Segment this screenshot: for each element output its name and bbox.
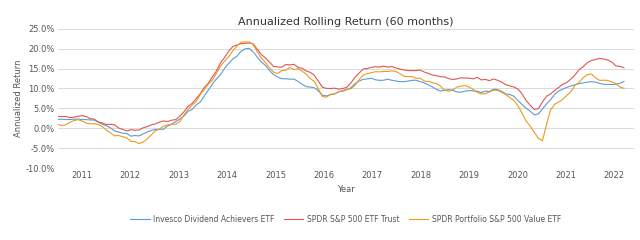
SPDR S&P 500 ETF Trust bbox=[86, 117, 94, 120]
Legend: Invesco Dividend Achievers ETF, SPDR S&P 500 ETF Trust, SPDR Portfolio S&P 500 V: Invesco Dividend Achievers ETF, SPDR S&P… bbox=[127, 212, 564, 227]
Y-axis label: Annualized Return: Annualized Return bbox=[13, 60, 22, 137]
SPDR Portfolio S&P 500 Value ETF bbox=[298, 70, 306, 72]
SPDR Portfolio S&P 500 Value ETF bbox=[111, 134, 118, 137]
SPDR Portfolio S&P 500 Value ETF bbox=[54, 123, 61, 126]
Line: Invesco Dividend Achievers ETF: Invesco Dividend Achievers ETF bbox=[58, 48, 624, 136]
Line: SPDR S&P 500 ETF Trust: SPDR S&P 500 ETF Trust bbox=[58, 43, 624, 131]
X-axis label: Year: Year bbox=[337, 185, 355, 194]
SPDR S&P 500 ETF Trust bbox=[111, 123, 118, 126]
SPDR S&P 500 ETF Trust bbox=[160, 120, 168, 122]
Invesco Dividend Achievers ETF bbox=[127, 135, 135, 138]
SPDR Portfolio S&P 500 Value ETF bbox=[135, 142, 143, 145]
SPDR S&P 500 ETF Trust bbox=[343, 86, 351, 89]
SPDR S&P 500 ETF Trust bbox=[620, 66, 628, 69]
SPDR Portfolio S&P 500 Value ETF bbox=[620, 87, 628, 90]
Invesco Dividend Achievers ETF bbox=[298, 83, 306, 86]
Invesco Dividend Achievers ETF bbox=[111, 130, 118, 132]
SPDR S&P 500 ETF Trust bbox=[245, 42, 253, 44]
Invesco Dividend Achievers ETF bbox=[620, 80, 628, 83]
SPDR S&P 500 ETF Trust bbox=[54, 115, 61, 118]
Line: SPDR Portfolio S&P 500 Value ETF: SPDR Portfolio S&P 500 Value ETF bbox=[58, 42, 624, 144]
Invesco Dividend Achievers ETF bbox=[245, 47, 253, 50]
Invesco Dividend Achievers ETF bbox=[86, 119, 94, 121]
SPDR Portfolio S&P 500 Value ETF bbox=[74, 118, 82, 121]
Title: Annualized Rolling Return (60 months): Annualized Rolling Return (60 months) bbox=[238, 17, 453, 27]
SPDR S&P 500 ETF Trust bbox=[74, 115, 82, 118]
SPDR Portfolio S&P 500 Value ETF bbox=[160, 125, 168, 128]
Invesco Dividend Achievers ETF bbox=[54, 118, 61, 121]
SPDR S&P 500 ETF Trust bbox=[123, 130, 131, 132]
Invesco Dividend Achievers ETF bbox=[343, 88, 351, 91]
Invesco Dividend Achievers ETF bbox=[160, 128, 168, 131]
Invesco Dividend Achievers ETF bbox=[74, 118, 82, 120]
SPDR S&P 500 ETF Trust bbox=[298, 67, 306, 70]
SPDR Portfolio S&P 500 Value ETF bbox=[343, 88, 351, 91]
SPDR Portfolio S&P 500 Value ETF bbox=[86, 122, 94, 125]
SPDR Portfolio S&P 500 Value ETF bbox=[241, 40, 249, 43]
